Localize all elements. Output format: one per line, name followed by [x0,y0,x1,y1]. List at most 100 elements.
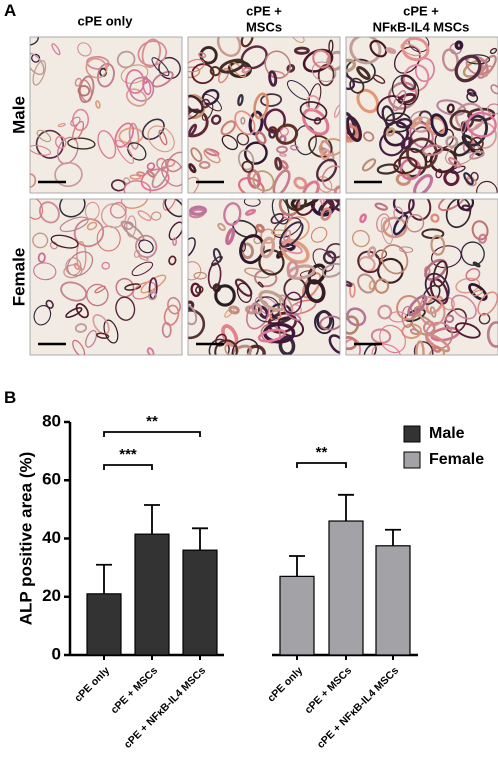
micrograph [30,199,182,355]
tissue [30,199,43,220]
significance-bracket [103,431,201,437]
tissue [156,157,167,171]
micrograph-bg [188,199,340,355]
tissue [168,221,182,241]
tissue [279,127,289,137]
tissue [346,115,363,142]
tissue [381,105,396,126]
tissue [50,241,58,250]
tissue [478,233,488,244]
tissue [32,60,47,86]
tissue [253,92,269,120]
tissue [74,323,88,333]
tissue [286,260,299,279]
tissue [454,40,464,51]
tissue [346,74,355,91]
tissue [109,202,127,219]
tissue [465,55,489,76]
tissue [138,239,154,254]
bar [328,520,364,656]
tissue [346,58,376,84]
bar [134,533,170,656]
tissue [38,201,60,224]
bar [279,575,315,656]
micrograph [30,37,182,193]
tissue [198,52,207,59]
tissue [463,172,474,186]
tissue [469,136,484,151]
tissue [443,169,460,187]
tissue [415,340,425,355]
row-label: Female [9,248,28,307]
tissue [85,57,108,79]
legend-swatch [403,451,421,469]
tissue [188,94,204,114]
error-bar [192,527,208,551]
tissue [302,108,330,136]
tissue [471,122,497,149]
legend-swatch [403,425,421,443]
tissue [142,118,165,141]
tissue [193,271,207,280]
tissue [248,110,264,136]
y-axis-label: ALP positive area (%) [16,452,35,626]
tissue [402,64,430,92]
tissue [97,130,117,159]
tissue [414,57,435,82]
tissue [243,199,261,207]
tissue [37,252,46,263]
tissue [162,199,178,211]
tissue [67,251,94,277]
tissue [274,156,283,171]
tissue [372,74,386,84]
tissue [254,269,278,288]
y-tick-label: 40 [42,528,61,547]
tissue [425,116,447,136]
panel-label: A [4,1,16,20]
tissue [299,101,328,121]
tissue [114,122,135,148]
tissue [65,307,83,319]
tissue [430,234,446,256]
tissue [257,281,264,288]
x-tick-label: cPE + MSCs [302,664,354,716]
panel-label: B [4,388,16,407]
tissue [84,201,100,221]
tissue [260,236,276,259]
tissue [450,294,477,320]
tissue [72,339,86,355]
tissue [374,278,390,294]
micrograph [346,199,498,355]
tissue [489,47,498,55]
tissue [363,131,375,142]
error-bar [96,563,112,594]
tissue [123,221,134,230]
tissue [241,66,251,74]
tissue [357,273,376,294]
tissue [430,113,449,137]
tissue [430,213,440,223]
tissue [240,240,246,252]
legend-label: Female [429,451,484,468]
frame [345,198,498,356]
tissue [377,257,404,284]
tissue [349,282,356,298]
tissue [219,58,245,74]
tissue [444,314,455,324]
tissue [469,150,485,160]
tissue [223,202,242,227]
tissue [240,242,254,260]
tissue [377,304,393,320]
tissue [147,291,157,301]
bar [182,549,218,656]
tissue [401,37,430,62]
tissue [188,309,206,340]
tissue [471,220,489,241]
tissue [126,215,137,238]
tissue [241,160,254,173]
tissue [379,324,406,354]
tissue [225,227,236,246]
frame [187,198,341,356]
tissue [446,103,455,114]
tissue [141,38,162,68]
